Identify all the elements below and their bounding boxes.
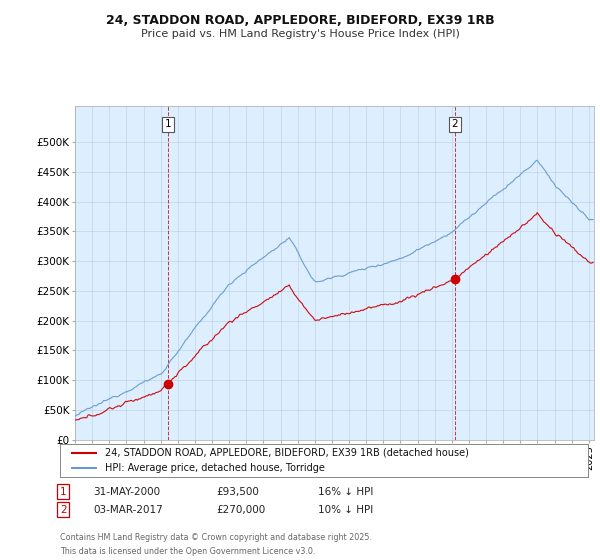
Text: 24, STADDON ROAD, APPLEDORE, BIDEFORD, EX39 1RB (detached house): 24, STADDON ROAD, APPLEDORE, BIDEFORD, E…: [105, 447, 469, 458]
Text: 10% ↓ HPI: 10% ↓ HPI: [318, 505, 373, 515]
Text: 31-MAY-2000: 31-MAY-2000: [93, 487, 160, 497]
Text: 2: 2: [60, 505, 67, 515]
Text: £93,500: £93,500: [216, 487, 259, 497]
Text: 1: 1: [60, 487, 67, 497]
Text: 1: 1: [164, 119, 171, 129]
Text: Contains HM Land Registry data © Crown copyright and database right 2025.
This d: Contains HM Land Registry data © Crown c…: [60, 533, 372, 556]
Text: 16% ↓ HPI: 16% ↓ HPI: [318, 487, 373, 497]
Text: £270,000: £270,000: [216, 505, 265, 515]
Text: 03-MAR-2017: 03-MAR-2017: [93, 505, 163, 515]
Text: HPI: Average price, detached house, Torridge: HPI: Average price, detached house, Torr…: [105, 463, 325, 473]
Text: 2: 2: [451, 119, 458, 129]
Text: Price paid vs. HM Land Registry's House Price Index (HPI): Price paid vs. HM Land Registry's House …: [140, 29, 460, 39]
Text: 24, STADDON ROAD, APPLEDORE, BIDEFORD, EX39 1RB: 24, STADDON ROAD, APPLEDORE, BIDEFORD, E…: [106, 14, 494, 27]
